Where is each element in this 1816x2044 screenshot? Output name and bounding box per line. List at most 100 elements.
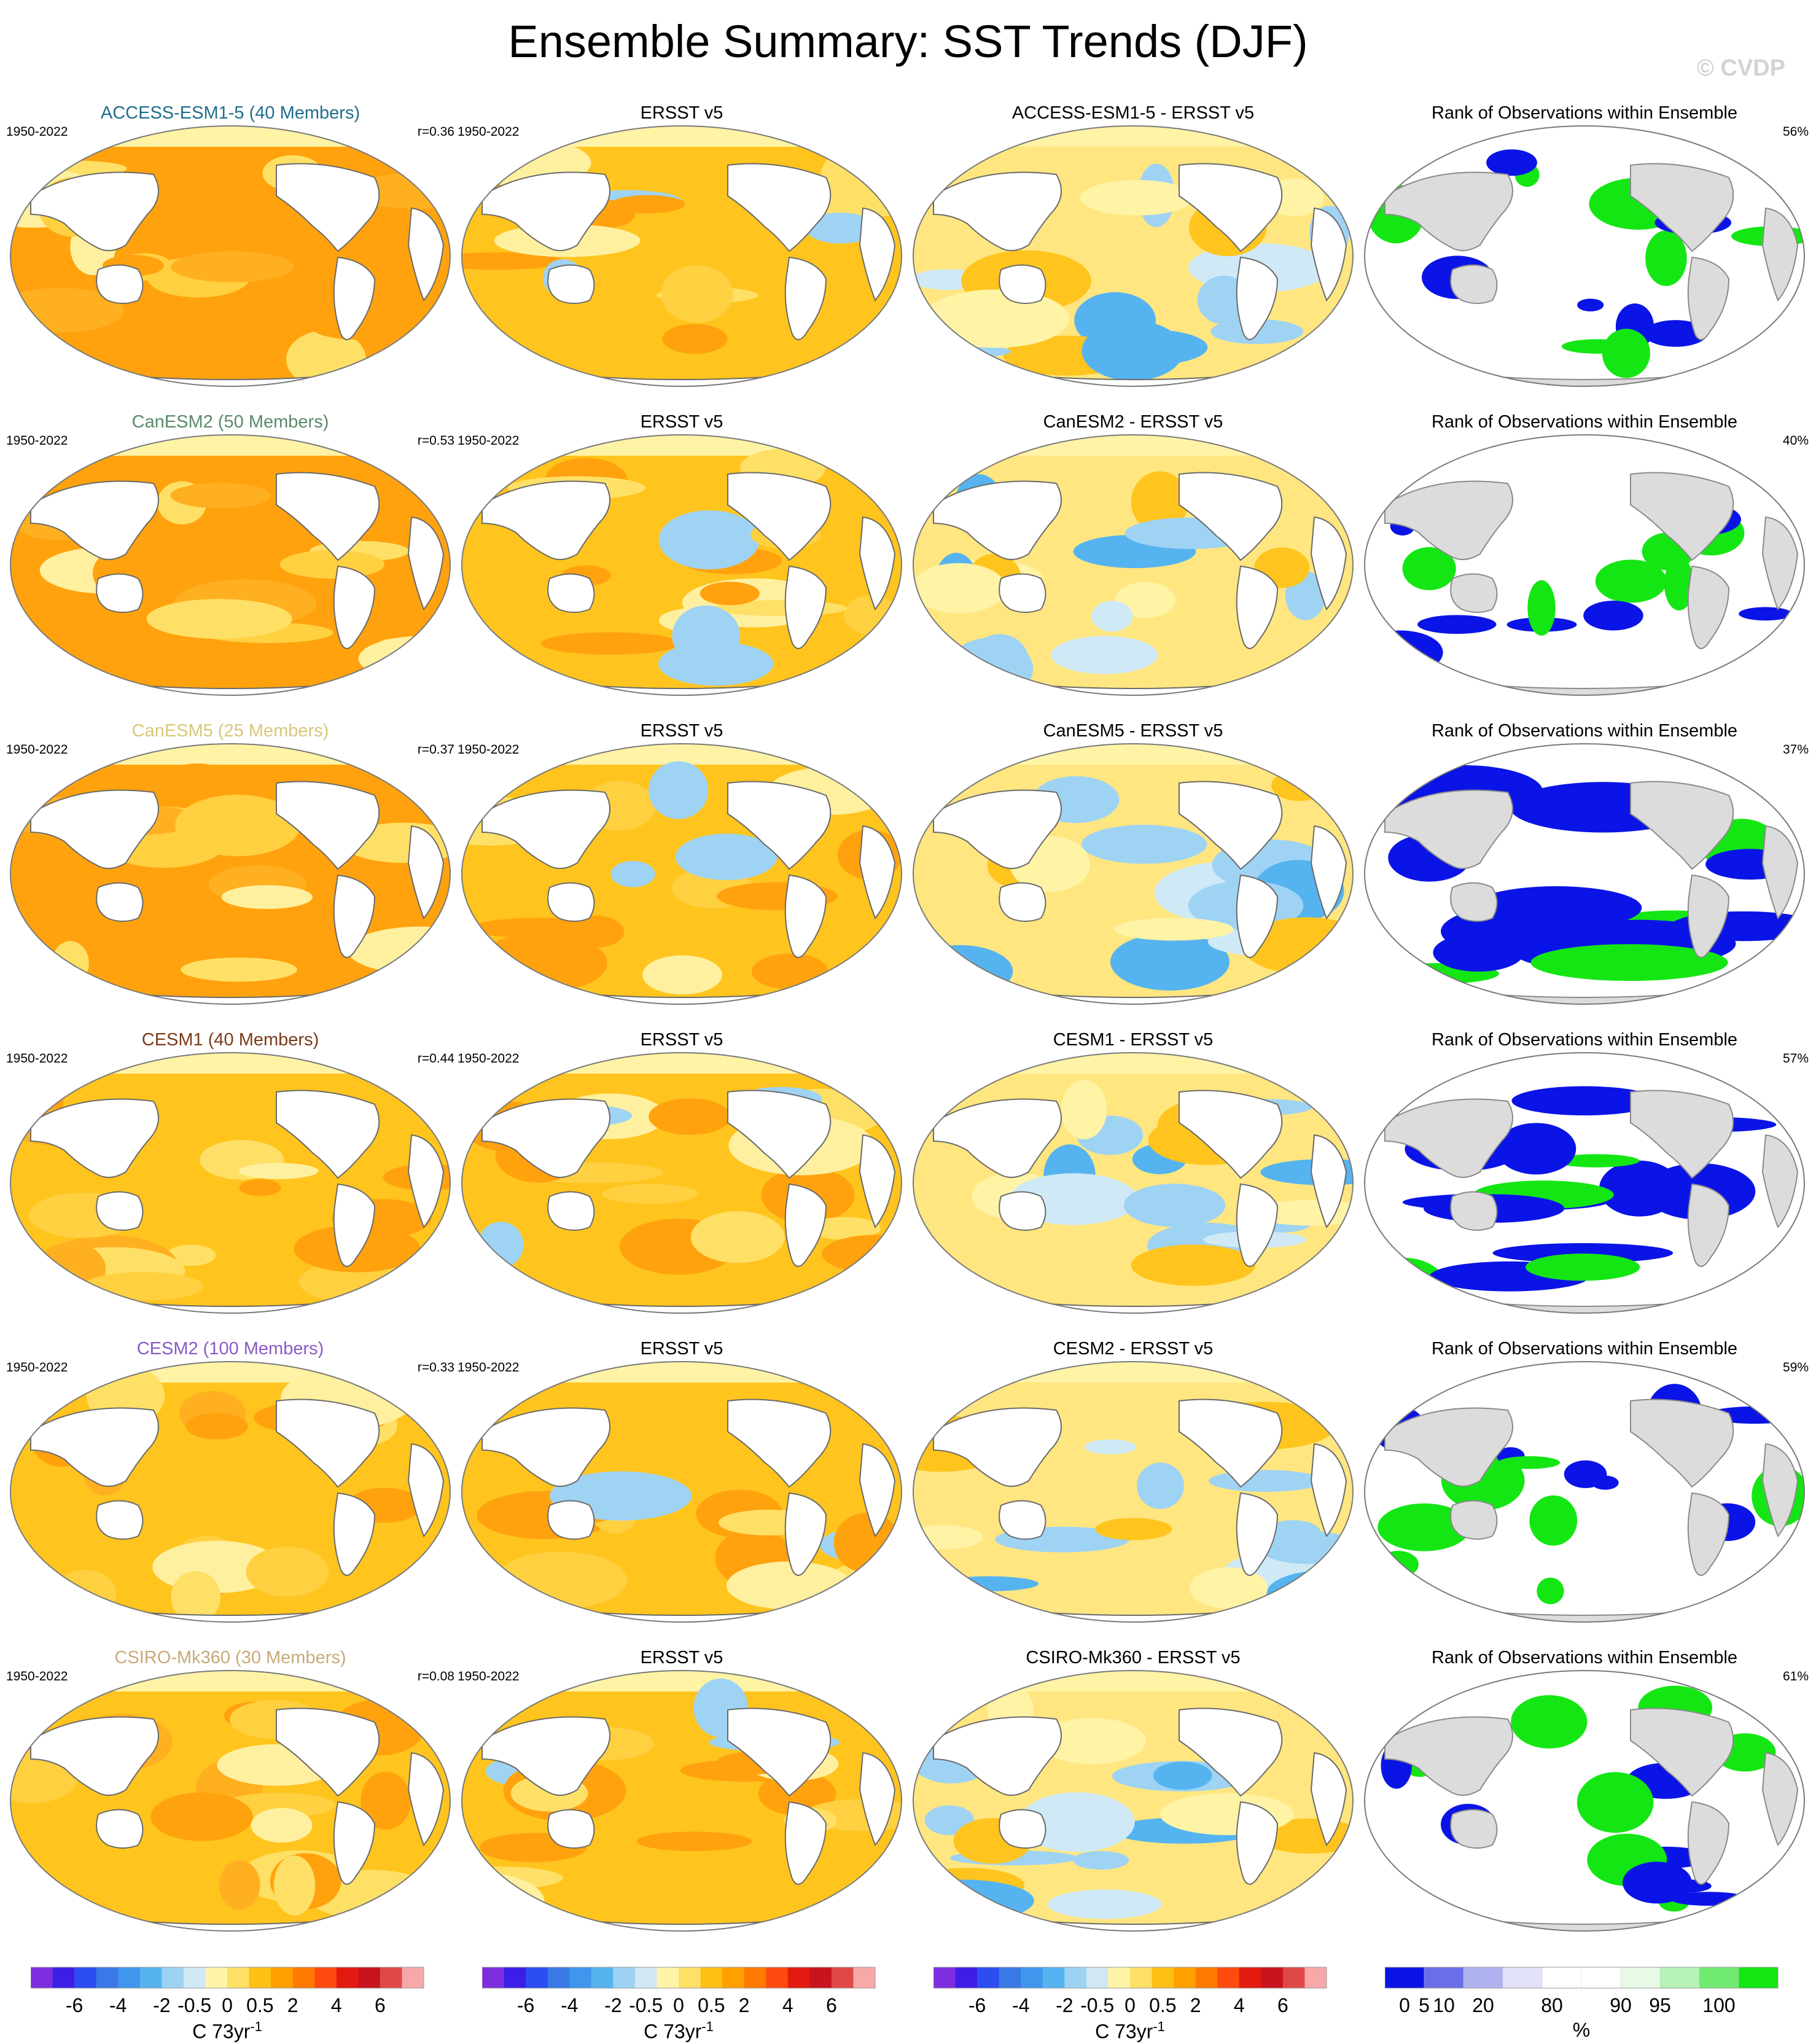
colorbar-tick-label: 0 xyxy=(1124,1994,1136,2016)
panel-diff-row-2: CanESM2 - ERSST v5 xyxy=(909,410,1357,699)
diff-map xyxy=(913,434,1354,696)
colorbar-swatch xyxy=(1174,1967,1196,1988)
trend-colorbar-2: -6 -4 -2 -0.5 0 0.5 2 4 6 C 73yr-1 xyxy=(482,1962,930,2043)
colorbar-tick-label: -4 xyxy=(1011,1994,1030,2016)
colorbar-swatch xyxy=(52,1967,75,1988)
colorbar-swatch xyxy=(74,1967,97,1988)
colorbar-tick-label: 0 xyxy=(222,1994,233,2016)
colorbar-swatch xyxy=(1502,1967,1543,1989)
colorbar-swatch xyxy=(271,1967,294,1988)
panel-title: ERSST v5 xyxy=(640,721,723,741)
colorbar-swatches xyxy=(31,1967,424,1989)
panel-title: CSIRO-Mk360 - ERSST v5 xyxy=(1026,1648,1241,1668)
colorbar-tick-label: -2 xyxy=(1056,1994,1074,2016)
rank-percent-label: 37% xyxy=(1782,743,1809,757)
colorbar-tick-label: 2 xyxy=(1190,1994,1201,2016)
colorbar-swatch xyxy=(853,1967,876,1988)
panel-obs-row-3: ERSST v5 1950-2022 xyxy=(458,719,906,1008)
colorbar-tick-label: 5 xyxy=(1419,1994,1430,2016)
colorbar-tick-label: 4 xyxy=(1233,1994,1245,2016)
panel-title: CanESM5 (25 Members) xyxy=(131,721,329,741)
panel-model-row-4: CESM1 (40 Members) 1950-2022 r=0.44 xyxy=(6,1028,454,1317)
panel-model-row-6: CSIRO-Mk360 (30 Members) 1950-2022 r=0.08 xyxy=(6,1646,454,1935)
colorbar-swatch xyxy=(831,1967,854,1988)
diff-map xyxy=(913,743,1354,1005)
colorbar-swatch xyxy=(1385,1967,1425,1989)
colorbar-tick-label: 0.5 xyxy=(1149,1994,1177,2016)
colorbar-swatch xyxy=(482,1967,505,1988)
colorbar-tick-label: -0.5 xyxy=(629,1994,663,2016)
colorbar-swatch xyxy=(613,1967,636,1988)
panel-diff-row-1: ACCESS-ESM1-5 - ERSST v5 xyxy=(909,101,1357,390)
period-label: 1950-2022 xyxy=(6,1051,68,1066)
trend-colorbar-1: -6 -4 -2 -0.5 0 0.5 2 4 6 C 73yr-1 xyxy=(31,1962,479,2043)
period-label: 1950-2022 xyxy=(458,743,520,757)
period-label: 1950-2022 xyxy=(6,743,68,757)
period-label: 1950-2022 xyxy=(458,1360,520,1375)
colorbar-tick-label: 6 xyxy=(825,1994,837,2016)
colorbar-tick-label: 6 xyxy=(374,1994,386,2016)
trend-colorbar-3: -6 -4 -2 -0.5 0 0.5 2 4 6 C 73yr-1 xyxy=(933,1962,1382,2043)
colorbar-swatch xyxy=(933,1967,956,1988)
colorbar-swatch xyxy=(205,1967,228,1988)
panel-rank-row-3: Rank of Observations within Ensemble 37% xyxy=(1360,719,1809,1008)
period-label: 1950-2022 xyxy=(6,434,68,448)
colorbar-swatch xyxy=(1541,1967,1582,1989)
page-title: Ensemble Summary: SST Trends (DJF) xyxy=(508,16,1308,67)
panel-title: ACCESS-ESM1-5 - ERSST v5 xyxy=(1011,103,1255,123)
colorbar-tick-label: 4 xyxy=(330,1994,342,2016)
panel-obs-row-5: ERSST v5 1950-2022 xyxy=(458,1337,906,1626)
colorbar-tick-label: -6 xyxy=(65,1994,84,2016)
panel-title: CanESM2 - ERSST v5 xyxy=(1043,412,1223,432)
correlation-label: r=0.36 xyxy=(417,125,454,139)
units-text: % xyxy=(1572,2019,1591,2041)
colorbar-swatch xyxy=(1699,1967,1739,1989)
rank-map xyxy=(1364,1670,1805,1932)
units-superscript: -1 xyxy=(701,2019,714,2034)
colorbar-swatch xyxy=(1304,1967,1327,1988)
colorbar-tick-label: -6 xyxy=(968,1994,986,2016)
colorbar-swatch xyxy=(504,1967,526,1988)
panel-rank-row-2: Rank of Observations within Ensemble 40% xyxy=(1360,410,1809,699)
colorbar-swatch xyxy=(162,1967,184,1988)
correlation-label: r=0.33 xyxy=(417,1360,454,1375)
diff-map xyxy=(913,1670,1354,1932)
colorbar-swatches xyxy=(482,1967,876,1989)
colorbar-tick-label: -0.5 xyxy=(1080,1994,1115,2016)
panel-title: CanESM5 - ERSST v5 xyxy=(1043,721,1223,741)
colorbar-swatch xyxy=(1738,1967,1779,1989)
panel-title: Rank of Observations within Ensemble xyxy=(1431,412,1738,432)
colorbar-swatch xyxy=(1042,1967,1065,1988)
colorbar-units: % xyxy=(1385,2019,1778,2042)
colorbar-swatch xyxy=(1152,1967,1174,1988)
obs-map xyxy=(461,434,902,696)
colorbar-swatch xyxy=(977,1967,1000,1988)
colorbar-swatch xyxy=(1659,1967,1700,1989)
rank-map xyxy=(1364,1052,1805,1314)
panel-rank-row-1: Rank of Observations within Ensemble 56% xyxy=(1360,101,1809,390)
panel-title: ERSST v5 xyxy=(640,1339,723,1359)
colorbar-swatch xyxy=(227,1967,250,1988)
period-label: 1950-2022 xyxy=(6,1360,68,1375)
colorbar-swatch xyxy=(526,1967,548,1988)
colorbar-tick-label: 4 xyxy=(782,1994,793,2016)
colorbar-tick-label: -4 xyxy=(560,1994,579,2016)
colorbar-tick-label: 6 xyxy=(1277,1994,1288,2016)
obs-map xyxy=(461,1670,902,1932)
units-text: C 73yr xyxy=(192,2020,251,2043)
colorbar-swatch xyxy=(1021,1967,1043,1988)
rank-percent-label: 56% xyxy=(1782,125,1809,139)
colorbar-swatch xyxy=(1217,1967,1240,1988)
colorbar-swatch xyxy=(1620,1967,1661,1989)
colorbar-swatch xyxy=(96,1967,119,1988)
units-text: C 73yr xyxy=(1095,2020,1153,2043)
colorbar-tick-label: 0.5 xyxy=(246,1994,274,2016)
colorbar-swatch xyxy=(1108,1967,1131,1988)
colorbar-swatch xyxy=(139,1967,162,1988)
period-label: 1950-2022 xyxy=(458,1051,520,1066)
diff-map xyxy=(913,1052,1354,1314)
colorbar-swatch xyxy=(766,1967,789,1988)
panel-title: ERSST v5 xyxy=(640,103,723,123)
panel-model-row-2: CanESM2 (50 Members) 1950-2022 r=0.53 xyxy=(6,410,454,699)
colorbar-swatch xyxy=(679,1967,701,1988)
